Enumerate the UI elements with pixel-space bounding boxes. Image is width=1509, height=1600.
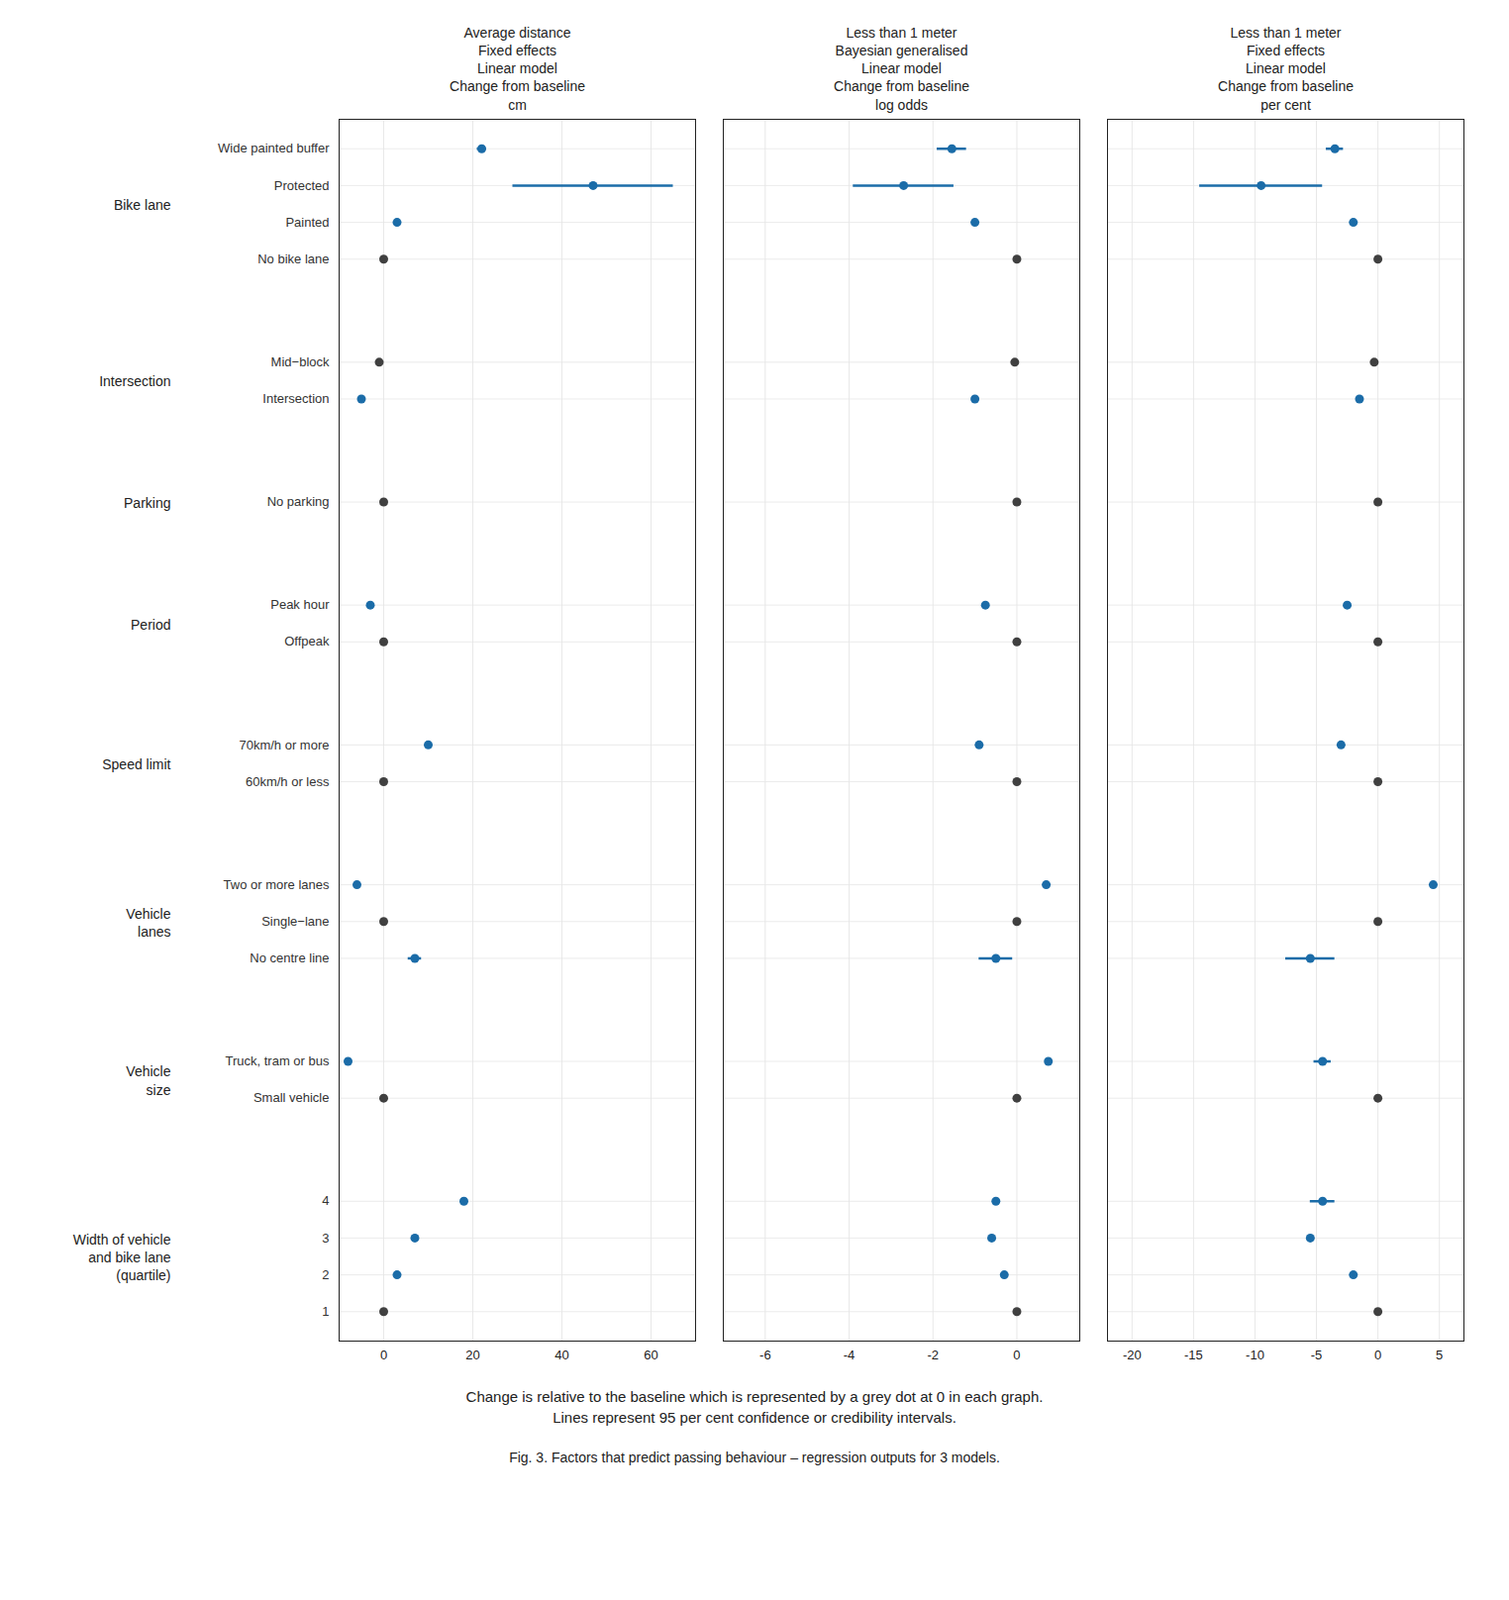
svg-text:Wide painted buffer: Wide painted buffer bbox=[217, 140, 330, 156]
html-text:Fig. 3. Factors that predict p: Fig. 3. Factors that predict passing beh… bbox=[509, 1449, 1000, 1466]
svg-text:3: 3 bbox=[321, 1230, 329, 1246]
svg-text:2: 2 bbox=[321, 1267, 329, 1283]
html-text:Change is relative to the base: Change is relative to the baseline which… bbox=[465, 1388, 1044, 1426]
svg-text:Mid−block: Mid−block bbox=[271, 354, 330, 370]
svg-text:0: 0 bbox=[1374, 1347, 1382, 1363]
svg-text:0: 0 bbox=[380, 1347, 388, 1363]
svg-text:-6: -6 bbox=[759, 1347, 772, 1363]
svg-text:-4: -4 bbox=[843, 1347, 856, 1363]
svg-text:Bike lane: Bike lane bbox=[113, 197, 172, 213]
svg-text:No bike lane: No bike lane bbox=[257, 251, 329, 267]
svg-text:Vehiclesize: Vehiclesize bbox=[125, 1063, 171, 1098]
svg-text:Less than 1 meterBayesian gene: Less than 1 meterBayesian generalisedLin… bbox=[833, 24, 970, 113]
svg-text:20: 20 bbox=[465, 1347, 480, 1363]
svg-text:-2: -2 bbox=[926, 1347, 939, 1363]
svg-text:Intersection: Intersection bbox=[262, 391, 329, 406]
svg-text:-20: -20 bbox=[1122, 1347, 1142, 1363]
svg-text:Offpeak: Offpeak bbox=[284, 633, 330, 649]
svg-text:60: 60 bbox=[643, 1347, 658, 1363]
svg-text:1: 1 bbox=[321, 1304, 329, 1319]
svg-text:Average distanceFixed effectsL: Average distanceFixed effectsLinear mode… bbox=[449, 24, 586, 113]
svg-text:Truck, tram or bus: Truck, tram or bus bbox=[225, 1053, 330, 1069]
svg-text:Painted: Painted bbox=[285, 214, 329, 230]
svg-text:60km/h or less: 60km/h or less bbox=[245, 774, 330, 790]
svg-text:No parking: No parking bbox=[267, 494, 330, 509]
svg-text:No centre line: No centre line bbox=[249, 950, 329, 966]
svg-text:0: 0 bbox=[1012, 1347, 1020, 1363]
svg-text:5: 5 bbox=[1435, 1347, 1443, 1363]
svg-text:70km/h or more: 70km/h or more bbox=[238, 737, 329, 753]
svg-text:Less than 1 meterFixed effects: Less than 1 meterFixed effectsLinear mod… bbox=[1217, 24, 1354, 113]
svg-text:Intersection: Intersection bbox=[99, 373, 171, 390]
svg-text:-5: -5 bbox=[1310, 1347, 1323, 1363]
svg-text:-10: -10 bbox=[1245, 1347, 1265, 1363]
svg-text:Two or more lanes: Two or more lanes bbox=[223, 877, 330, 893]
svg-text:Peak hour: Peak hour bbox=[270, 597, 330, 612]
svg-text:Parking: Parking bbox=[123, 495, 171, 511]
svg-text:Period: Period bbox=[130, 616, 171, 633]
svg-text:Width of vehicleand bike lane(: Width of vehicleand bike lane(quartile) bbox=[73, 1231, 172, 1284]
svg-text:Small vehicle: Small vehicle bbox=[253, 1090, 330, 1106]
svg-text:Speed limit: Speed limit bbox=[101, 756, 171, 773]
svg-text:4: 4 bbox=[321, 1193, 329, 1208]
svg-text:Vehiclelanes: Vehiclelanes bbox=[125, 905, 171, 940]
svg-text:Single−lane: Single−lane bbox=[261, 913, 329, 929]
svg-text:Protected: Protected bbox=[274, 178, 330, 194]
svg-text:-15: -15 bbox=[1184, 1347, 1204, 1363]
svg-text:40: 40 bbox=[554, 1347, 569, 1363]
